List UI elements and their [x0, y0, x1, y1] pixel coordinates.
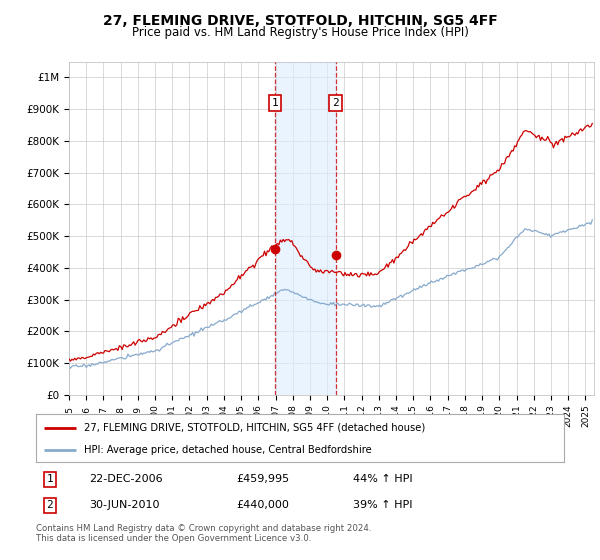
Text: 30-JUN-2010: 30-JUN-2010: [89, 500, 160, 510]
Text: 27, FLEMING DRIVE, STOTFOLD, HITCHIN, SG5 4FF: 27, FLEMING DRIVE, STOTFOLD, HITCHIN, SG…: [103, 14, 497, 28]
Bar: [275, 62, 335, 395]
Text: 44% ↑ HPI: 44% ↑ HPI: [353, 474, 412, 484]
Text: £440,000: £440,000: [236, 500, 290, 510]
Text: 27, FLEMING DRIVE, STOTFOLD, HITCHIN, SG5 4FF (detached house): 27, FLEMING DRIVE, STOTFOLD, HITCHIN, SG…: [83, 423, 425, 433]
Text: 2: 2: [332, 98, 339, 108]
Text: 1: 1: [47, 474, 53, 484]
Text: 22-DEC-2006: 22-DEC-2006: [89, 474, 163, 484]
Text: 2: 2: [47, 500, 53, 510]
Text: 1: 1: [272, 98, 278, 108]
Text: £459,995: £459,995: [236, 474, 290, 484]
Text: HPI: Average price, detached house, Central Bedfordshire: HPI: Average price, detached house, Cent…: [83, 445, 371, 455]
Text: Price paid vs. HM Land Registry's House Price Index (HPI): Price paid vs. HM Land Registry's House …: [131, 26, 469, 39]
Text: Contains HM Land Registry data © Crown copyright and database right 2024.
This d: Contains HM Land Registry data © Crown c…: [36, 524, 371, 543]
Text: 39% ↑ HPI: 39% ↑ HPI: [353, 500, 412, 510]
